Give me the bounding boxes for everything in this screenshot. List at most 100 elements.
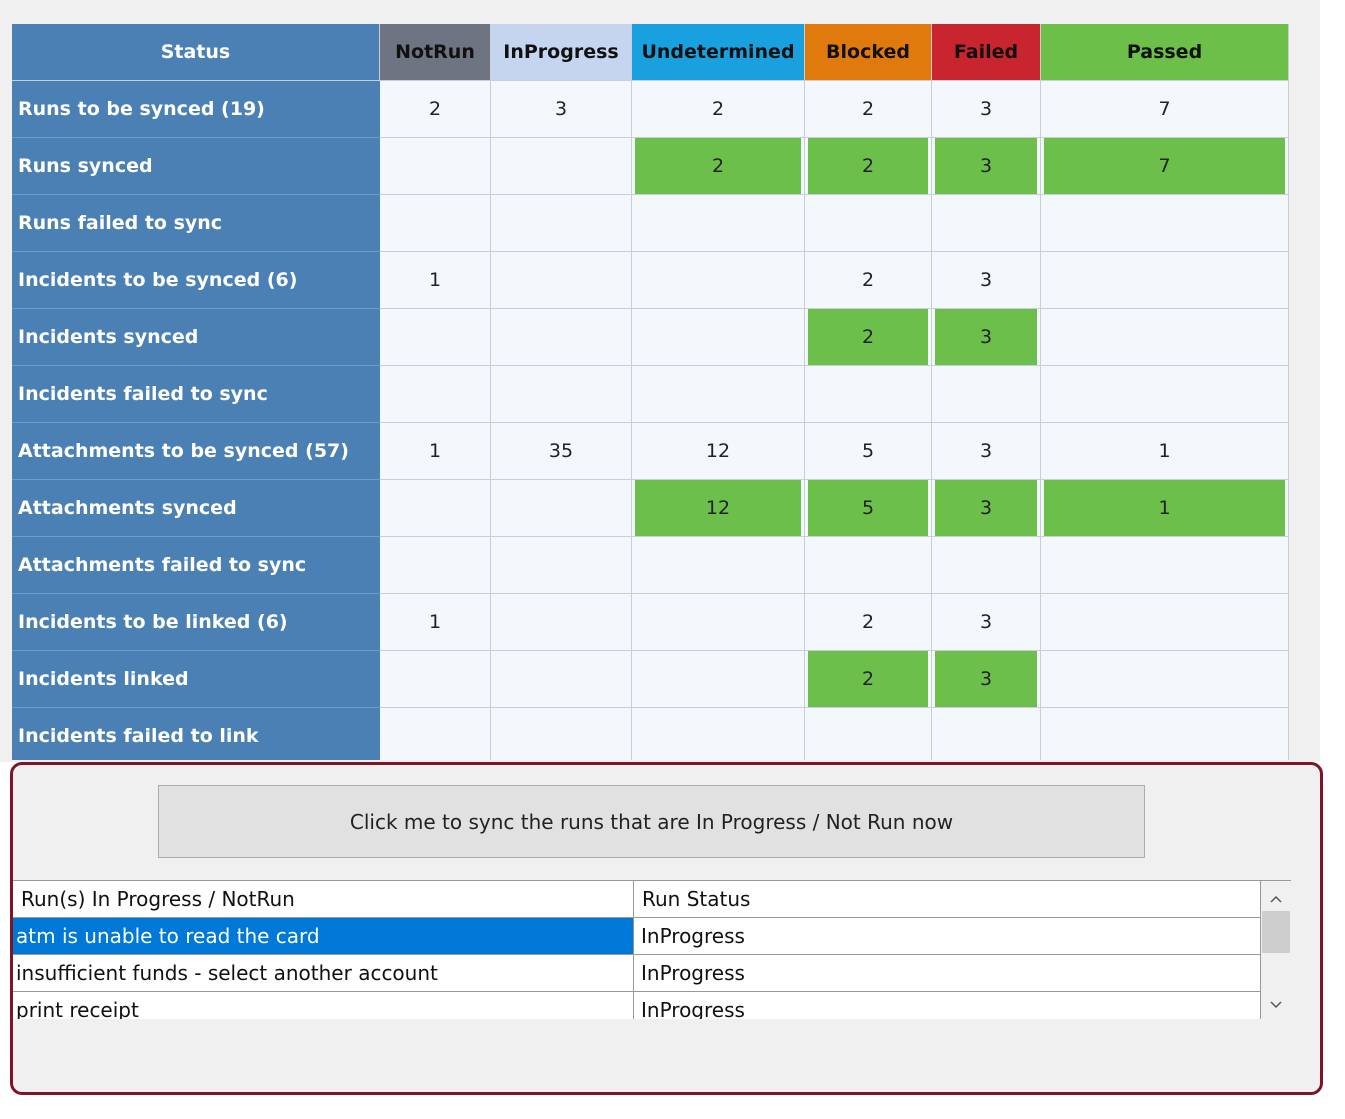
grid-cell: [1041, 252, 1289, 309]
grid-cell: 2: [805, 309, 932, 366]
grid-cell: 2: [632, 138, 805, 195]
column-header: Status: [12, 24, 380, 81]
row-label: Runs failed to sync: [12, 195, 380, 252]
row-label: Incidents failed to link: [12, 708, 380, 760]
grid-cell: 2: [805, 138, 932, 195]
grid-cell: [1041, 651, 1289, 708]
scroll-up-arrow[interactable]: [1270, 895, 1282, 903]
grid-cell: 3: [932, 81, 1041, 138]
row-label: Attachments failed to sync: [12, 537, 380, 594]
synced-cell: 2: [635, 138, 801, 194]
grid-cell: 2: [805, 81, 932, 138]
list-column-header[interactable]: Run Status: [634, 881, 1261, 918]
row-label: Incidents to be synced (6): [12, 252, 380, 309]
grid-cell: [380, 708, 491, 760]
grid-cell: 3: [932, 423, 1041, 480]
grid-cell: [380, 309, 491, 366]
grid-cell: 3: [932, 594, 1041, 651]
grid-cell: 35: [491, 423, 632, 480]
list-cell[interactable]: InProgress: [634, 992, 1261, 1019]
grid-cell: 5: [805, 423, 932, 480]
grid-cell: [380, 195, 491, 252]
grid-cell: 12: [632, 423, 805, 480]
grid-cell: 1: [380, 252, 491, 309]
grid-cell: 12: [632, 480, 805, 537]
synced-cell: 3: [935, 309, 1037, 365]
grid-cell: 3: [932, 651, 1041, 708]
grid-cell: [632, 651, 805, 708]
grid-cell: [632, 594, 805, 651]
column-header: NotRun: [380, 24, 491, 81]
grid-cell: [491, 480, 632, 537]
grid-cell: 3: [491, 81, 632, 138]
summary-area: Status NotRun InProgress Undetermined Blocke…: [0, 0, 1320, 762]
grid-cell: [491, 708, 632, 760]
column-header: Failed: [932, 24, 1041, 81]
row-label: Attachments to be synced (57): [12, 423, 380, 480]
grid-cell: 2: [632, 81, 805, 138]
grid-cell: [932, 366, 1041, 423]
sync-button[interactable]: Click me to sync the runs that are In Pr…: [158, 785, 1145, 858]
grid-cell: [491, 195, 632, 252]
status-grid: Status NotRun InProgress Undetermined Blocke…: [12, 24, 1289, 760]
scroll-thumb[interactable]: [1262, 911, 1290, 953]
synced-cell: 3: [935, 651, 1037, 707]
list-cell[interactable]: insufficient funds - select another acco…: [13, 955, 634, 992]
grid-cell: [632, 708, 805, 760]
grid-cell: [491, 594, 632, 651]
scrollbar-graphics: [1262, 895, 1290, 1009]
grid-cell: [805, 195, 932, 252]
grid-cell: [1041, 537, 1289, 594]
grid-cell: [380, 366, 491, 423]
row-label: Runs synced: [12, 138, 380, 195]
synced-cell: 3: [935, 138, 1037, 194]
runs-list: Run(s) In Progress / NotRun Run Status atm…: [13, 880, 1291, 1019]
scroll-down-arrow[interactable]: [1270, 1001, 1282, 1009]
grid-cell: [632, 309, 805, 366]
synced-cell: 7: [1044, 138, 1285, 194]
row-label: Incidents failed to sync: [12, 366, 380, 423]
row-label: Runs to be synced (19): [12, 81, 380, 138]
scrollbar[interactable]: [1261, 881, 1291, 1019]
grid-cell: [1041, 708, 1289, 760]
grid-cell: 3: [932, 309, 1041, 366]
grid-cell: [1041, 366, 1289, 423]
column-header: Blocked: [805, 24, 932, 81]
grid-cell: 3: [932, 480, 1041, 537]
grid-cell: 1: [1041, 480, 1289, 537]
list-cell[interactable]: atm is unable to read the card: [13, 918, 634, 955]
grid-cell: [380, 480, 491, 537]
column-header: InProgress: [491, 24, 632, 81]
grid-cell: [632, 252, 805, 309]
synced-cell: 2: [808, 138, 928, 194]
grid-cell: [805, 708, 932, 760]
list-column-header[interactable]: Run(s) In Progress / NotRun: [13, 881, 634, 918]
synced-cell: 12: [635, 480, 801, 536]
grid-cell: [932, 708, 1041, 760]
grid-cell: 2: [380, 81, 491, 138]
grid-cell: [491, 252, 632, 309]
list-cell[interactable]: InProgress: [634, 918, 1261, 955]
grid-cell: [380, 537, 491, 594]
grid-cell: [805, 537, 932, 594]
grid-cell: 1: [380, 594, 491, 651]
row-label: Incidents synced: [12, 309, 380, 366]
row-label: Attachments synced: [12, 480, 380, 537]
grid-cell: 7: [1041, 138, 1289, 195]
grid-cell: 5: [805, 480, 932, 537]
grid-cell: [380, 651, 491, 708]
grid-cell: [632, 537, 805, 594]
synced-cell: 5: [808, 480, 928, 536]
grid-cell: 3: [932, 138, 1041, 195]
grid-cell: [491, 138, 632, 195]
list-cell[interactable]: print receipt: [13, 992, 634, 1019]
grid-cell: 1: [1041, 423, 1289, 480]
grid-cell: [805, 366, 932, 423]
grid-cell: [632, 366, 805, 423]
list-cell[interactable]: InProgress: [634, 955, 1261, 992]
grid-cell: [1041, 195, 1289, 252]
grid-cell: [491, 366, 632, 423]
grid-cell: 3: [932, 252, 1041, 309]
synced-cell: 2: [808, 309, 928, 365]
